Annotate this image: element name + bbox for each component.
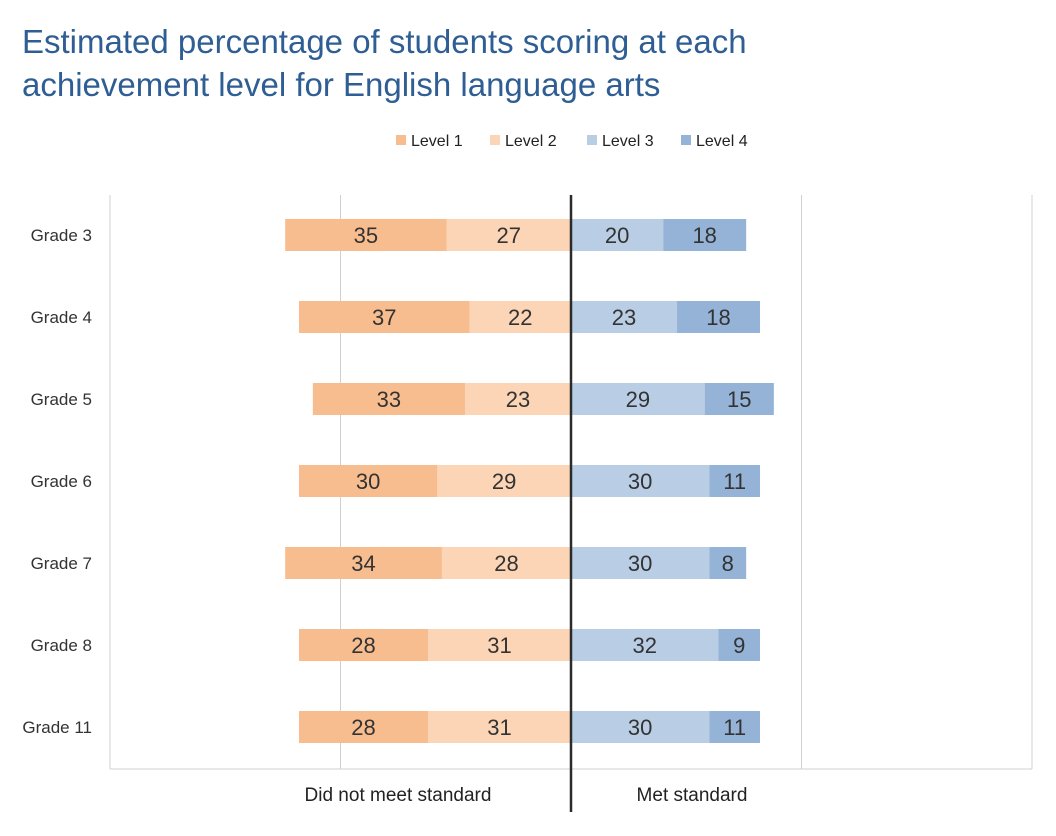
legend-swatch	[396, 135, 406, 145]
legend-label: Level 1	[411, 133, 463, 150]
bar-level-1	[299, 465, 438, 497]
legend-label: Level 3	[602, 133, 654, 150]
data-label: 28	[494, 551, 518, 576]
bar-level-1	[285, 219, 447, 251]
data-label: 20	[605, 223, 629, 248]
axis-caption-right: Met standard	[637, 785, 748, 806]
data-label: 27	[497, 223, 521, 248]
data-label: 35	[354, 223, 378, 248]
data-label: 8	[722, 551, 734, 576]
bar-layer	[285, 219, 774, 743]
bar-level-4	[663, 219, 747, 251]
bar-level-1	[312, 383, 465, 415]
category-label: Grade 5	[31, 390, 92, 409]
label-layer: Grade 3 27 35 20 18 Grade 4 22 37 23 18 Grade 5 23 3…	[22, 223, 751, 740]
bar-level-3	[571, 547, 710, 579]
data-label: 28	[351, 633, 375, 658]
data-label: 30	[628, 715, 652, 740]
bar-level-4	[704, 383, 774, 415]
data-label: 30	[628, 469, 652, 494]
bar-level-2	[446, 219, 571, 251]
data-label: 31	[487, 715, 511, 740]
data-label: 33	[377, 387, 401, 412]
category-label: Grade 4	[31, 308, 92, 327]
data-label: 28	[351, 715, 375, 740]
legend: Level 1 Level 2 Level 3 Level 4	[396, 133, 748, 150]
legend-swatch	[587, 135, 597, 145]
bar-level-1	[285, 547, 442, 579]
data-label: 30	[356, 469, 380, 494]
bar-level-4	[718, 629, 761, 661]
data-label: 22	[508, 305, 532, 330]
category-label: Grade 7	[31, 554, 92, 573]
legend-item: Level 3	[587, 133, 654, 150]
category-label: Grade 3	[31, 226, 92, 245]
bar-level-4	[709, 465, 761, 497]
bar-level-2	[469, 301, 571, 333]
bar-level-3	[571, 629, 719, 661]
data-label: 37	[372, 305, 396, 330]
axis-layer: Did not meet standard Met standard	[305, 195, 748, 812]
axis-caption-left: Did not meet standard	[305, 785, 492, 806]
legend-label: Level 4	[696, 133, 748, 150]
legend-item: Level 4	[681, 133, 748, 150]
bar-level-1	[299, 301, 470, 333]
category-label: Grade 11	[22, 718, 92, 737]
category-label: Grade 8	[31, 636, 92, 655]
bar-level-2	[441, 547, 571, 579]
bar-level-2	[437, 465, 571, 497]
data-label: 23	[612, 305, 636, 330]
data-label: 30	[628, 551, 652, 576]
bar-level-1	[299, 629, 429, 661]
bar-level-3	[571, 301, 678, 333]
data-label: 32	[633, 633, 657, 658]
bar-level-3	[571, 383, 705, 415]
data-label: 9	[733, 633, 745, 658]
bar-level-4	[677, 301, 761, 333]
bar-level-2	[428, 629, 571, 661]
data-label: 29	[626, 387, 650, 412]
legend-label: Level 2	[505, 133, 557, 150]
data-label: 34	[351, 551, 375, 576]
bar-level-4	[709, 547, 747, 579]
category-label: Grade 6	[31, 472, 92, 491]
data-label: 15	[727, 387, 751, 412]
data-label: 29	[492, 469, 516, 494]
data-label: 18	[706, 305, 730, 330]
bar-level-3	[571, 711, 710, 743]
legend-item: Level 2	[490, 133, 557, 150]
legend-swatch	[490, 135, 500, 145]
data-label: 11	[723, 715, 746, 740]
data-label: 31	[487, 633, 511, 658]
data-label: 11	[723, 469, 746, 494]
data-label: 23	[506, 387, 530, 412]
bar-level-1	[299, 711, 429, 743]
bar-level-2	[428, 711, 571, 743]
bar-level-4	[709, 711, 761, 743]
legend-item: Level 1	[396, 133, 463, 150]
chart-title: Estimated percentage of students scoring…	[22, 23, 747, 103]
bar-level-2	[464, 383, 571, 415]
bar-level-3	[571, 219, 664, 251]
bar-level-3	[571, 465, 710, 497]
data-label: 18	[692, 223, 716, 248]
legend-swatch	[681, 135, 691, 145]
